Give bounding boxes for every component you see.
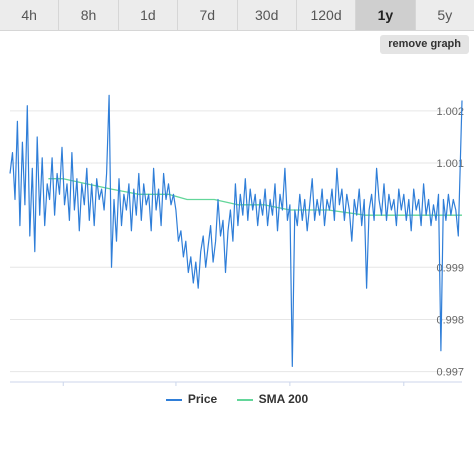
tab-1y[interactable]: 1y (356, 0, 416, 30)
legend-swatch-sma (236, 398, 253, 401)
tab-1d[interactable]: 1d (118, 0, 179, 30)
chart-legend: Price SMA 200 (0, 392, 474, 406)
legend-label-price: Price (187, 392, 218, 406)
tab-4h[interactable]: 4h (0, 0, 60, 30)
legend-item-price[interactable]: Price (165, 392, 218, 406)
tab-120d[interactable]: 120d (296, 0, 357, 30)
timeframe-tabs: 4h 8h 1d 7d 30d 120d 1y 5y (0, 0, 474, 31)
legend-swatch-price (165, 398, 182, 401)
legend-item-sma[interactable]: SMA 200 (236, 392, 309, 406)
y-tick-label: 0.999 (436, 262, 464, 274)
tab-7d[interactable]: 7d (178, 0, 238, 30)
y-tick-label: 0.997 (436, 367, 464, 379)
remove-graph-button[interactable]: remove graph (380, 35, 469, 54)
y-tick-label: 1.001 (436, 158, 464, 170)
y-tick-label: 1.002 (436, 106, 464, 118)
price-series-line (9, 94, 463, 367)
tab-5y[interactable]: 5y (415, 0, 474, 30)
y-tick-label: 0.998 (436, 314, 464, 326)
sma-200-series-line (48, 178, 462, 216)
legend-label-sma: SMA 200 (258, 392, 309, 406)
tab-30d[interactable]: 30d (237, 0, 297, 30)
tab-8h[interactable]: 8h (59, 0, 119, 30)
